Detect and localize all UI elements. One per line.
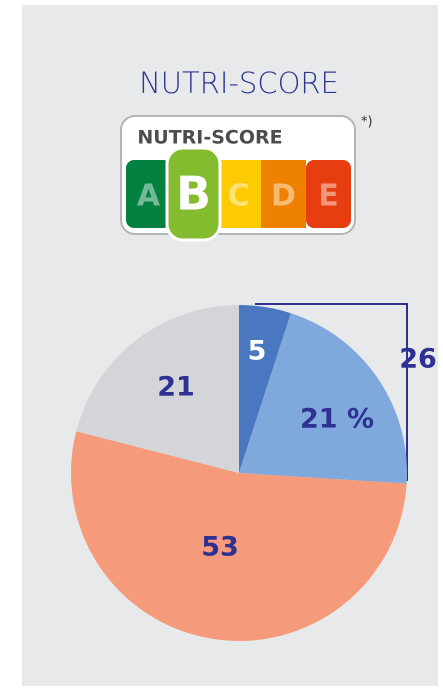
grade-letter: A bbox=[137, 179, 161, 214]
grade-cell bbox=[306, 160, 351, 228]
grade-cell bbox=[126, 160, 171, 228]
footnote-mark: *) bbox=[361, 115, 373, 130]
grade-selected bbox=[165, 146, 222, 242]
grade-cell bbox=[216, 160, 261, 228]
grade-cell bbox=[261, 160, 306, 228]
chart-title: NUTRI-SCORE bbox=[139, 66, 339, 100]
grade-letter: C bbox=[227, 179, 249, 214]
data-label: 21 % bbox=[300, 404, 374, 435]
data-label: 53 bbox=[201, 532, 239, 563]
bracket-label: 26 bbox=[399, 344, 437, 375]
pie-slice bbox=[70, 431, 407, 641]
logo-title: NUTRI-SCORE bbox=[137, 127, 282, 149]
data-label: 21 bbox=[157, 372, 195, 403]
data-label: 5 bbox=[248, 336, 267, 367]
grade-letter: E bbox=[318, 179, 339, 214]
pie-slice bbox=[76, 305, 239, 473]
grade-letter: D bbox=[271, 179, 296, 214]
pie-slice bbox=[239, 305, 291, 473]
grade-letter: B bbox=[176, 167, 211, 221]
pie-slice bbox=[239, 313, 407, 484]
